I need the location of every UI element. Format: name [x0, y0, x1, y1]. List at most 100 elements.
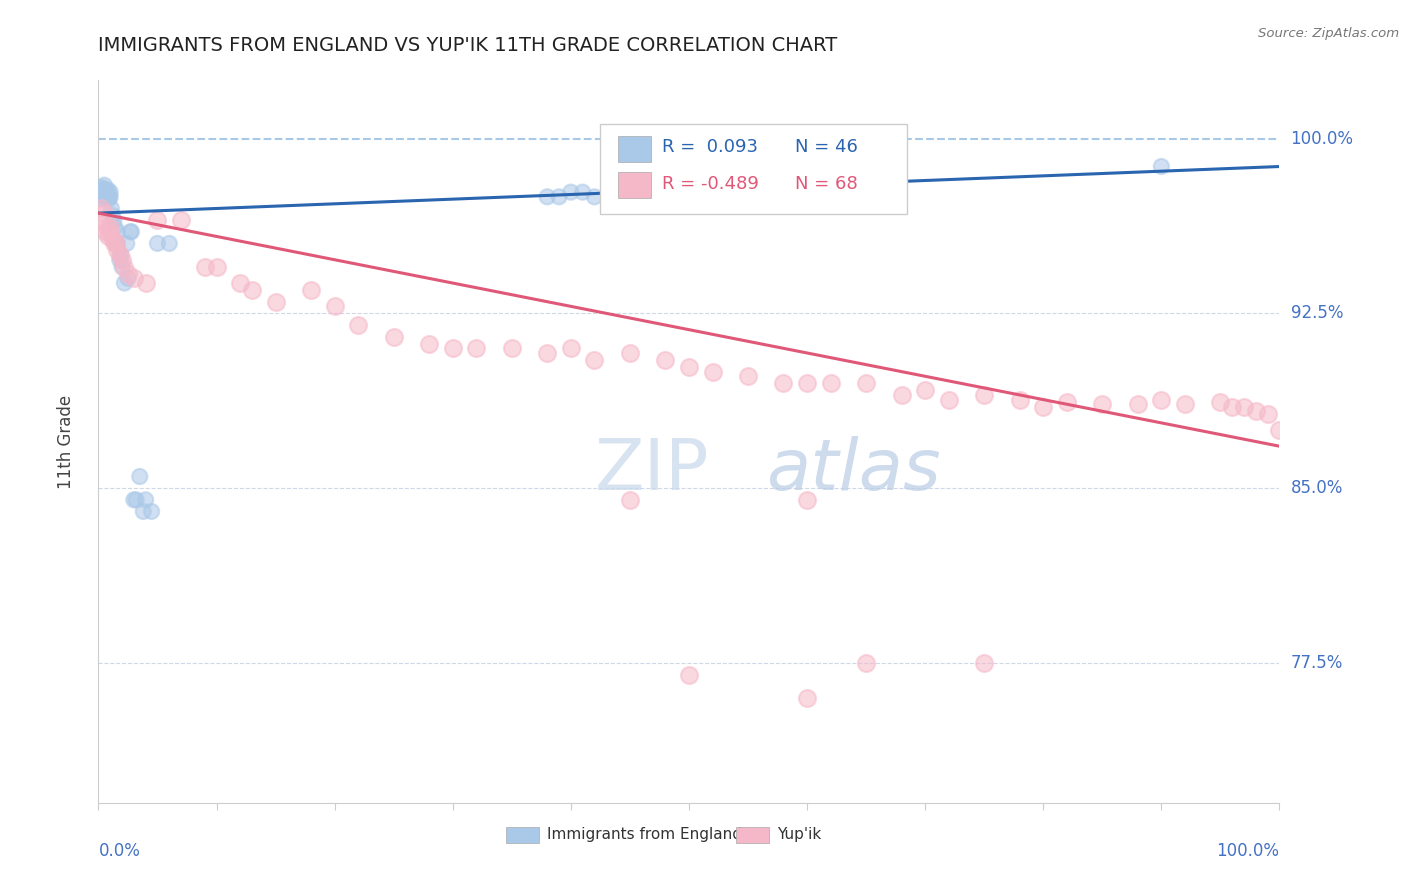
Point: [135, 492, 157, 507]
Text: 92.5%: 92.5%: [1291, 304, 1343, 322]
FancyBboxPatch shape: [600, 124, 907, 214]
Point: [796, 492, 818, 507]
Point: [583, 190, 606, 204]
Point: [229, 276, 252, 290]
Point: [536, 190, 558, 204]
Point: [104, 220, 127, 235]
Point: [194, 260, 217, 274]
Text: R =  0.093: R = 0.093: [662, 138, 758, 156]
Point: [94, 190, 117, 204]
Point: [111, 252, 134, 267]
FancyBboxPatch shape: [619, 172, 651, 198]
Point: [914, 384, 936, 398]
Point: [101, 232, 124, 246]
Point: [87, 190, 110, 204]
Point: [441, 341, 464, 355]
Point: [1150, 160, 1173, 174]
Point: [132, 504, 155, 518]
Point: [418, 336, 440, 351]
Point: [1220, 400, 1243, 414]
Point: [103, 213, 125, 227]
Text: Immigrants from England: Immigrants from England: [547, 827, 742, 842]
Point: [94, 225, 117, 239]
Point: [98, 225, 121, 239]
Point: [93, 183, 115, 197]
Point: [96, 220, 118, 235]
Point: [93, 206, 115, 220]
Y-axis label: 11th Grade: 11th Grade: [56, 394, 75, 489]
Point: [382, 329, 405, 343]
Point: [97, 183, 120, 197]
Point: [583, 353, 606, 368]
Point: [120, 225, 142, 239]
Point: [96, 185, 118, 199]
Point: [938, 392, 960, 407]
Point: [90, 185, 112, 199]
Point: [820, 376, 842, 391]
Point: [796, 690, 818, 705]
Point: [105, 244, 128, 258]
FancyBboxPatch shape: [737, 827, 769, 843]
Text: 100.0%: 100.0%: [1291, 129, 1354, 147]
Text: N = 46: N = 46: [796, 138, 858, 156]
Point: [135, 276, 157, 290]
Point: [560, 341, 582, 355]
FancyBboxPatch shape: [619, 136, 651, 162]
Text: 85.0%: 85.0%: [1291, 479, 1343, 497]
Point: [108, 252, 131, 267]
Point: [347, 318, 370, 332]
Point: [264, 294, 287, 309]
Text: N = 68: N = 68: [796, 175, 858, 193]
Text: R = -0.489: R = -0.489: [662, 175, 759, 193]
Text: 0.0%: 0.0%: [98, 842, 141, 860]
Point: [1032, 400, 1054, 414]
Point: [737, 369, 759, 384]
Point: [93, 178, 115, 193]
Point: [100, 202, 122, 216]
Point: [103, 236, 125, 251]
Point: [112, 276, 135, 290]
Point: [98, 190, 121, 204]
Point: [112, 260, 135, 274]
Point: [560, 185, 582, 199]
Point: [91, 183, 114, 197]
Point: [128, 469, 150, 483]
Text: Source: ZipAtlas.com: Source: ZipAtlas.com: [1258, 27, 1399, 40]
Point: [973, 656, 995, 670]
Point: [117, 271, 139, 285]
Point: [90, 202, 112, 216]
Point: [619, 492, 641, 507]
Point: [98, 185, 121, 199]
Point: [117, 267, 139, 281]
Point: [973, 388, 995, 402]
Point: [619, 346, 641, 360]
Point: [1233, 400, 1256, 414]
Point: [205, 260, 228, 274]
Point: [240, 283, 263, 297]
Point: [122, 271, 145, 285]
Point: [536, 346, 558, 360]
Point: [110, 248, 132, 262]
Point: [548, 190, 571, 204]
Point: [101, 209, 124, 223]
Point: [105, 236, 128, 251]
Point: [97, 187, 120, 202]
Text: Yup'ik: Yup'ik: [778, 827, 821, 842]
Point: [1150, 392, 1173, 407]
Point: [890, 388, 912, 402]
Point: [1126, 397, 1149, 411]
Point: [157, 236, 180, 251]
Point: [465, 341, 488, 355]
Text: ZIP: ZIP: [595, 436, 709, 505]
Text: atlas: atlas: [766, 436, 941, 505]
Point: [91, 180, 114, 194]
Point: [1244, 404, 1267, 418]
Point: [855, 376, 877, 391]
Point: [105, 236, 128, 251]
Point: [122, 492, 145, 507]
Point: [146, 236, 169, 251]
Point: [98, 220, 121, 235]
Point: [796, 376, 818, 391]
Point: [323, 299, 346, 313]
Point: [1091, 397, 1114, 411]
